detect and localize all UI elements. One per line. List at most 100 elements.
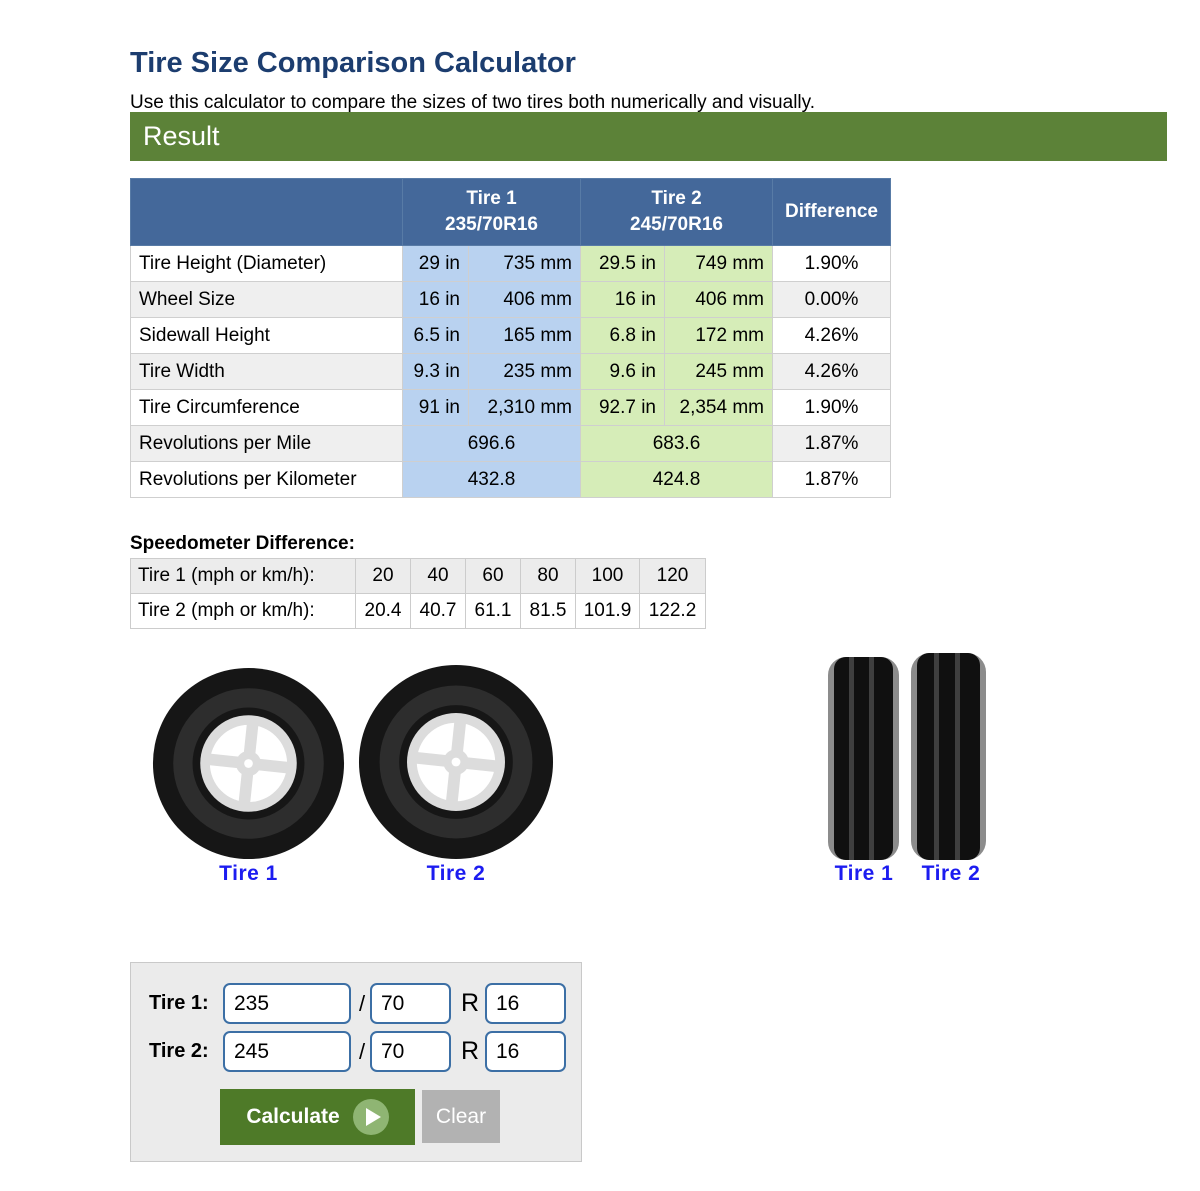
page-subtitle: Use this calculator to compare the sizes…: [130, 92, 816, 113]
difference-column-header: Difference: [772, 178, 891, 246]
tire2-front-view-image: [358, 664, 554, 860]
tire1-rim-diameter-input[interactable]: [485, 983, 566, 1024]
tire2-side-view-image: [911, 653, 986, 860]
tire2-in-value: 9.6 in: [580, 353, 665, 390]
tire1-column-header: Tire 1 235/70R16: [402, 178, 581, 246]
result-table-header-row: Tire 1 235/70R16 Tire 2 245/70R16 Differ…: [130, 178, 891, 246]
tire1-value: 432.8: [402, 461, 581, 498]
row-label: Tire Circumference: [130, 389, 403, 426]
tire1-slash-separator: /: [359, 991, 366, 1016]
tire1-header-name: Tire 1: [466, 188, 517, 210]
tire1-speed-value: 80: [520, 558, 576, 594]
tire1-mm-value: 235 mm: [468, 353, 581, 390]
tire1-mm-value: 2,310 mm: [468, 389, 581, 426]
result-section-header-label: Result: [143, 121, 220, 151]
tire1-in-value: 6.5 in: [402, 317, 469, 354]
tire2-speed-value: 20.4: [355, 593, 411, 629]
difference-value: 0.00%: [772, 281, 891, 318]
row-label: Revolutions per Mile: [130, 425, 403, 462]
difference-value: 1.87%: [772, 461, 891, 498]
row-label: Tire Width: [130, 353, 403, 390]
table-row-wheel-size: Wheel Size 16 in 406 mm 16 in 406 mm 0.0…: [130, 281, 891, 318]
speedometer-table: Tire 1 (mph or km/h): 20 40 60 80 100 12…: [130, 558, 706, 629]
tire-input-form: Tire 1: / R Tire 2: / R Calculate Clear: [130, 962, 582, 1162]
tire2-mm-value: 172 mm: [664, 317, 773, 354]
tire2-mm-value: 245 mm: [664, 353, 773, 390]
table-row-tire-circumference: Tire Circumference 91 in 2,310 mm 92.7 i…: [130, 389, 891, 426]
table-row-tire-height: Tire Height (Diameter) 29 in 735 mm 29.5…: [130, 245, 891, 282]
tire1-in-value: 9.3 in: [402, 353, 469, 390]
speedometer-tire1-label: Tire 1 (mph or km/h):: [130, 558, 356, 594]
tire2-input-label: Tire 2:: [149, 1040, 209, 1062]
tire-visual-comparison: Tire 1 Tire 2 Tire 1 Tire 2: [130, 648, 1167, 890]
tire2-in-value: 29.5 in: [580, 245, 665, 282]
speedometer-difference-heading: Speedometer Difference:: [130, 533, 355, 554]
tire1-in-value: 16 in: [402, 281, 469, 318]
table-row-tire-width: Tire Width 9.3 in 235 mm 9.6 in 245 mm 4…: [130, 353, 891, 390]
row-label: Revolutions per Kilometer: [130, 461, 403, 498]
tire1-speed-value: 60: [465, 558, 521, 594]
tire2-header-size: 245/70R16: [630, 214, 723, 235]
tire1-mm-value: 735 mm: [468, 245, 581, 282]
tire2-in-value: 6.8 in: [580, 317, 665, 354]
difference-value: 1.87%: [772, 425, 891, 462]
difference-value: 4.26%: [772, 353, 891, 390]
result-section-header: Result: [130, 112, 1167, 161]
tire2-header-name: Tire 2: [651, 188, 702, 210]
tire2-speed-value: 122.2: [639, 593, 706, 629]
tire1-aspect-ratio-input[interactable]: [370, 983, 451, 1024]
table-row-sidewall-height: Sidewall Height 6.5 in 165 mm 6.8 in 172…: [130, 317, 891, 354]
tire2-speed-value: 40.7: [410, 593, 466, 629]
tire2-column-header: Tire 2 245/70R16: [580, 178, 773, 246]
tire1-side-caption: Tire 1: [834, 862, 894, 885]
tire2-aspect-ratio-input[interactable]: [370, 1031, 451, 1072]
tire1-speed-value: 100: [575, 558, 640, 594]
result-table: Tire 1 235/70R16 Tire 2 245/70R16 Differ…: [130, 178, 891, 498]
corner-header-cell: [130, 178, 403, 246]
tire1-speed-value: 120: [639, 558, 706, 594]
tire1-speed-value: 40: [410, 558, 466, 594]
calculate-button-label: Calculate: [246, 1105, 340, 1128]
tire2-speed-value: 61.1: [465, 593, 521, 629]
tire2-mm-value: 2,354 mm: [664, 389, 773, 426]
row-label: Sidewall Height: [130, 317, 403, 354]
tire1-input-label: Tire 1:: [149, 992, 209, 1014]
clear-button-label: Clear: [435, 1104, 487, 1128]
tire2-rim-diameter-input[interactable]: [485, 1031, 566, 1072]
table-row-revolutions-per-mile: Revolutions per Mile 696.6 683.6 1.87%: [130, 425, 891, 462]
tire2-in-value: 16 in: [580, 281, 665, 318]
tire2-speed-value: 101.9: [575, 593, 640, 629]
tire1-front-view-image: [152, 667, 345, 860]
tire1-r-separator: R: [461, 989, 480, 1017]
speedometer-tire2-label: Tire 2 (mph or km/h):: [130, 593, 356, 629]
difference-value: 1.90%: [772, 245, 891, 282]
tire2-mm-value: 406 mm: [664, 281, 773, 318]
tire2-front-caption: Tire 2: [426, 862, 486, 885]
tire2-speed-value: 81.5: [520, 593, 576, 629]
tire2-value: 683.6: [580, 425, 773, 462]
tire2-width-input[interactable]: [223, 1031, 351, 1072]
tire1-header-size: 235/70R16: [445, 214, 538, 235]
page-title: Tire Size Comparison Calculator: [130, 47, 576, 80]
tire1-front-caption: Tire 1: [219, 862, 278, 885]
tire1-value: 696.6: [402, 425, 581, 462]
tire1-in-value: 91 in: [402, 389, 469, 426]
tire1-mm-value: 406 mm: [468, 281, 581, 318]
tire2-mm-value: 749 mm: [664, 245, 773, 282]
tire2-value: 424.8: [580, 461, 773, 498]
row-label: Tire Height (Diameter): [130, 245, 403, 282]
speedometer-tire1-row: Tire 1 (mph or km/h): 20 40 60 80 100 12…: [130, 558, 706, 594]
row-label: Wheel Size: [130, 281, 403, 318]
tire1-mm-value: 165 mm: [468, 317, 581, 354]
tire1-side-view-image: [828, 657, 899, 860]
calculate-button[interactable]: Calculate: [220, 1089, 415, 1145]
tire1-width-input[interactable]: [223, 983, 351, 1024]
clear-button[interactable]: Clear: [422, 1090, 500, 1143]
play-icon: [352, 1099, 389, 1135]
difference-value: 1.90%: [772, 389, 891, 426]
speedometer-tire2-row: Tire 2 (mph or km/h): 20.4 40.7 61.1 81.…: [130, 593, 706, 629]
tire2-r-separator: R: [461, 1037, 480, 1065]
table-row-revolutions-per-kilometer: Revolutions per Kilometer 432.8 424.8 1.…: [130, 461, 891, 498]
tire2-slash-separator: /: [359, 1039, 366, 1064]
tire1-in-value: 29 in: [402, 245, 469, 282]
